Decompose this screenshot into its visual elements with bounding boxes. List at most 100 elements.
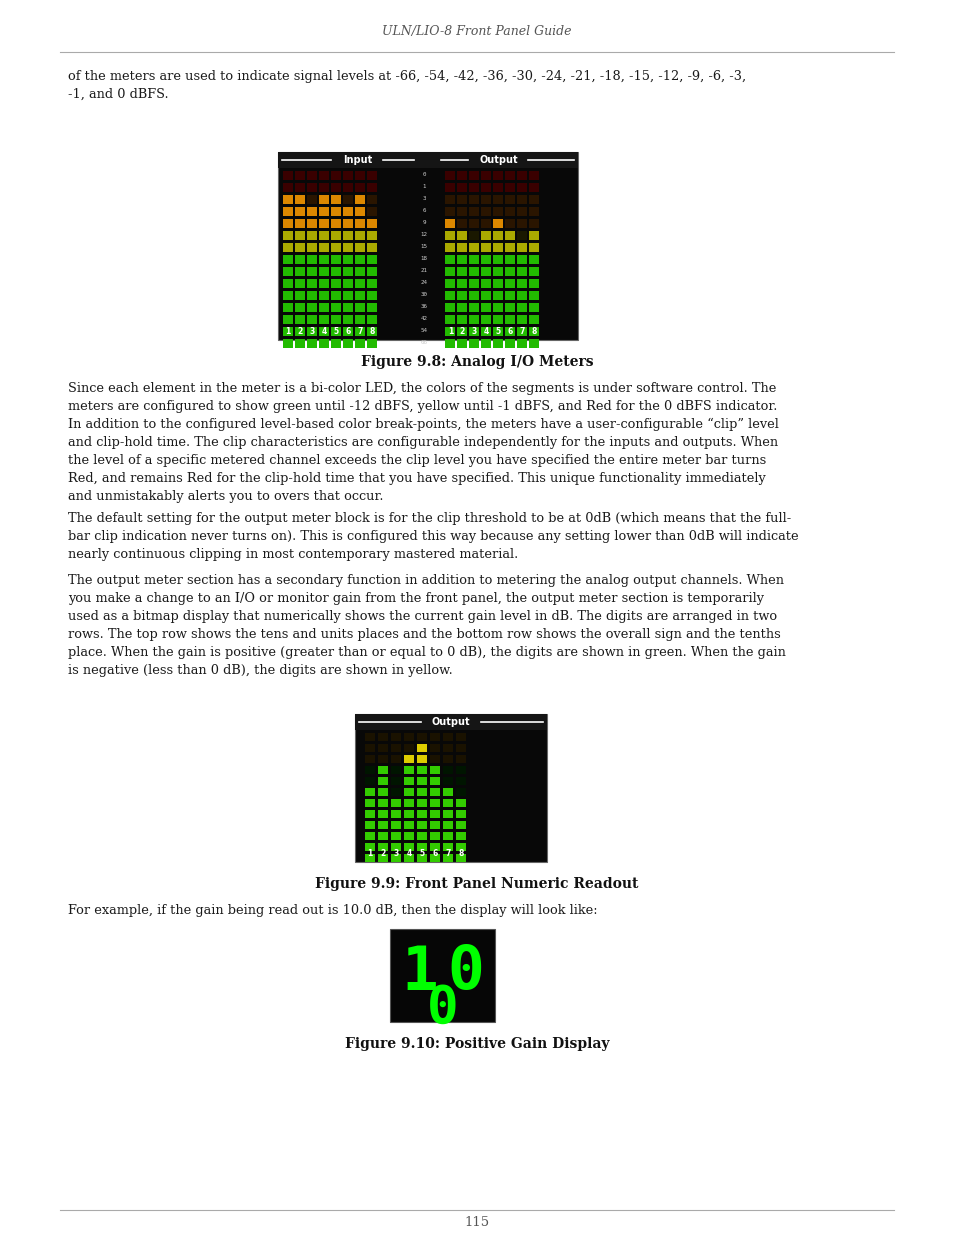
Bar bbox=[481, 254, 491, 264]
Bar bbox=[445, 291, 455, 300]
Bar bbox=[481, 279, 491, 288]
Bar bbox=[445, 207, 455, 216]
Text: Output: Output bbox=[478, 156, 517, 165]
Bar bbox=[377, 755, 388, 763]
Bar bbox=[403, 777, 414, 785]
Bar bbox=[294, 207, 305, 216]
Bar bbox=[367, 291, 376, 300]
Bar bbox=[403, 755, 414, 763]
Bar bbox=[331, 303, 340, 312]
Text: 8: 8 bbox=[369, 327, 375, 336]
Bar bbox=[493, 267, 503, 275]
Text: 8: 8 bbox=[457, 850, 463, 858]
Bar bbox=[469, 338, 479, 348]
Text: ULN/LIO-8 Front Panel Guide: ULN/LIO-8 Front Panel Guide bbox=[382, 26, 571, 38]
Bar bbox=[445, 195, 455, 204]
Bar bbox=[493, 219, 503, 228]
Bar bbox=[469, 315, 479, 324]
Bar bbox=[318, 170, 329, 180]
Bar bbox=[493, 243, 503, 252]
Bar bbox=[457, 170, 467, 180]
Bar bbox=[318, 183, 329, 191]
Bar bbox=[442, 853, 453, 862]
Bar bbox=[331, 327, 340, 336]
Text: 6: 6 bbox=[422, 207, 425, 212]
Bar bbox=[377, 853, 388, 862]
Text: The output meter section has a secondary function in addition to metering the an: The output meter section has a secondary… bbox=[68, 574, 785, 677]
Bar bbox=[529, 207, 539, 216]
Bar bbox=[442, 799, 453, 806]
Bar bbox=[391, 777, 400, 785]
Bar bbox=[442, 810, 453, 818]
Bar bbox=[365, 755, 375, 763]
Text: 7: 7 bbox=[445, 850, 450, 858]
Bar bbox=[307, 254, 316, 264]
Bar bbox=[529, 279, 539, 288]
Bar bbox=[365, 810, 375, 818]
Bar bbox=[331, 243, 340, 252]
Bar bbox=[343, 338, 353, 348]
Bar bbox=[367, 170, 376, 180]
Bar bbox=[365, 766, 375, 774]
Bar bbox=[343, 243, 353, 252]
Bar bbox=[517, 243, 527, 252]
Bar bbox=[445, 327, 455, 336]
Bar bbox=[277, 152, 578, 340]
Bar bbox=[456, 777, 465, 785]
Text: 0: 0 bbox=[422, 172, 425, 177]
Text: Figure 9.10: Positive Gain Display: Figure 9.10: Positive Gain Display bbox=[344, 1037, 609, 1051]
Text: 42: 42 bbox=[420, 316, 427, 321]
Bar bbox=[505, 338, 515, 348]
Bar bbox=[403, 788, 414, 797]
Bar bbox=[365, 832, 375, 840]
Bar bbox=[367, 254, 376, 264]
Bar bbox=[430, 788, 439, 797]
Bar bbox=[517, 315, 527, 324]
Bar bbox=[343, 291, 353, 300]
Bar bbox=[517, 254, 527, 264]
Bar bbox=[367, 195, 376, 204]
Bar bbox=[456, 743, 465, 752]
Bar bbox=[505, 303, 515, 312]
Bar bbox=[355, 219, 365, 228]
Bar bbox=[307, 219, 316, 228]
Bar bbox=[529, 254, 539, 264]
Bar bbox=[505, 327, 515, 336]
Bar bbox=[430, 832, 439, 840]
Bar bbox=[529, 170, 539, 180]
Bar bbox=[307, 183, 316, 191]
Bar bbox=[456, 844, 465, 851]
Bar bbox=[481, 231, 491, 240]
Bar bbox=[318, 315, 329, 324]
Bar bbox=[355, 195, 365, 204]
Bar bbox=[283, 231, 293, 240]
Bar bbox=[331, 267, 340, 275]
Bar bbox=[355, 338, 365, 348]
Bar bbox=[481, 207, 491, 216]
Bar bbox=[481, 291, 491, 300]
Bar bbox=[355, 243, 365, 252]
Bar bbox=[391, 766, 400, 774]
Bar bbox=[377, 743, 388, 752]
Bar bbox=[307, 231, 316, 240]
Bar bbox=[442, 844, 453, 851]
Bar bbox=[529, 267, 539, 275]
Text: 4: 4 bbox=[483, 327, 489, 336]
Bar bbox=[343, 219, 353, 228]
Bar bbox=[457, 183, 467, 191]
Bar bbox=[517, 279, 527, 288]
Bar bbox=[283, 327, 293, 336]
Bar bbox=[331, 315, 340, 324]
Bar bbox=[505, 231, 515, 240]
Bar bbox=[469, 254, 479, 264]
Bar bbox=[505, 315, 515, 324]
Bar bbox=[294, 315, 305, 324]
Bar bbox=[365, 799, 375, 806]
Bar bbox=[529, 183, 539, 191]
Bar bbox=[430, 799, 439, 806]
Bar bbox=[457, 303, 467, 312]
Bar bbox=[445, 254, 455, 264]
Text: Input: Input bbox=[342, 156, 372, 165]
Bar bbox=[365, 777, 375, 785]
Bar bbox=[307, 279, 316, 288]
